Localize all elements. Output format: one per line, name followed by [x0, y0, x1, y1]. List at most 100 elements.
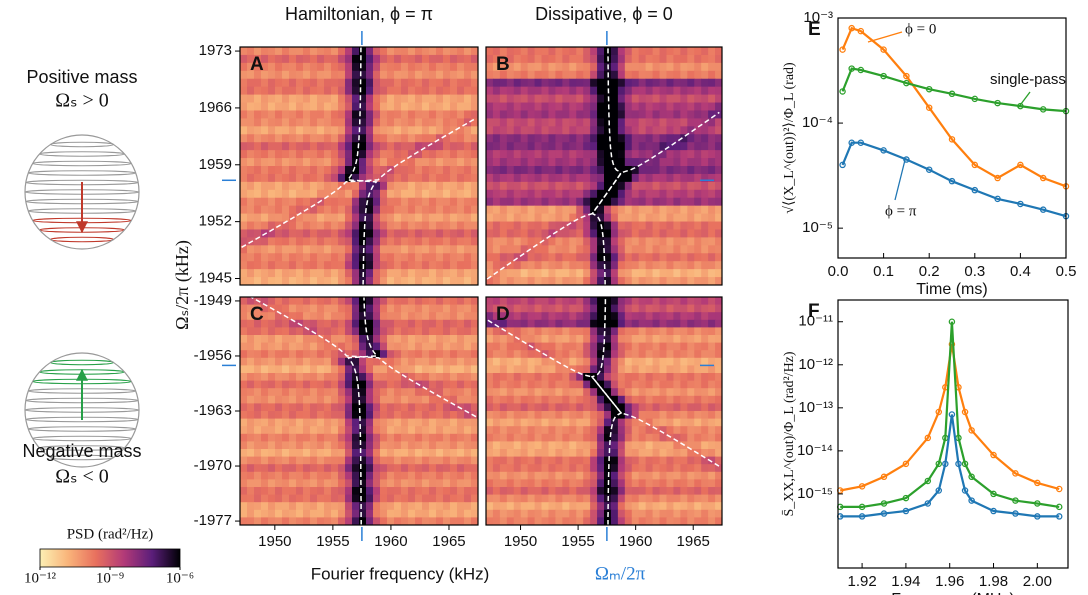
heatmap-cell [618, 95, 625, 103]
heatmap-cell [555, 126, 562, 134]
heatmap-cell [590, 327, 597, 335]
heatmap-cell [646, 502, 653, 510]
heatmap-cell [373, 373, 381, 381]
heatmap-cell [310, 134, 318, 142]
heatmap-cell [555, 335, 562, 343]
heatmap-cell [345, 190, 353, 198]
heatmap-cell [618, 327, 625, 335]
heatmap-cell [514, 343, 521, 351]
heatmap-cell [450, 182, 458, 190]
heatmap-cell [282, 411, 290, 419]
heatmap-cell [471, 126, 479, 134]
heatmap-cell [415, 118, 423, 126]
heatmap-cell [289, 63, 297, 71]
heatmap-cell [338, 502, 346, 510]
heatmap-cell [401, 350, 409, 358]
heatmap-cell [443, 426, 451, 434]
heatmap-cell [535, 103, 542, 111]
heatmap-cell [310, 396, 318, 404]
heatmap-cell [436, 237, 444, 245]
heatmap-cell [303, 63, 311, 71]
panel-label: A [250, 54, 264, 75]
heatmap-cell [261, 166, 269, 174]
heatmap-cell [338, 312, 346, 320]
heatmap-cell [493, 449, 500, 457]
heatmap-cell [296, 472, 304, 480]
heatmap-cell [666, 245, 673, 253]
heatmap-cell [535, 419, 542, 427]
heatmap-cell [310, 79, 318, 87]
heatmap-cell [289, 166, 297, 174]
heatmap-cell [359, 388, 367, 396]
heatmap-cell [331, 320, 339, 328]
heatmap-cell [429, 150, 437, 158]
heatmap-cell [408, 277, 416, 285]
heatmap-cell [583, 441, 590, 449]
heatmap-cell [254, 261, 262, 269]
heatmap-cell [653, 495, 660, 503]
heatmap-cell [528, 403, 535, 411]
heatmap-cell [653, 79, 660, 87]
heatmap-cell [590, 320, 597, 328]
heatmap-cell [268, 182, 276, 190]
heatmap-cell [715, 47, 722, 55]
heatmap-cell [289, 261, 297, 269]
heatmap-cell [632, 245, 639, 253]
heatmap-cell [436, 343, 444, 351]
heatmap-cell [500, 403, 507, 411]
heatmap-cell [436, 166, 444, 174]
heatmap-cell [542, 434, 549, 442]
heatmap-cell [618, 261, 625, 269]
heatmap-cell [310, 373, 318, 381]
heatmap-cell [408, 312, 416, 320]
heatmap-cell [338, 327, 346, 335]
heatmap-cell [708, 381, 715, 389]
heatmap-cell [715, 388, 722, 396]
heatmap-cell [289, 55, 297, 63]
heatmap-cell [268, 110, 276, 118]
heatmap-cell [338, 464, 346, 472]
heatmap-cell [687, 174, 694, 182]
heatmap-cell [708, 237, 715, 245]
heatmap-cell [429, 403, 437, 411]
heatmap-cell [394, 261, 402, 269]
heatmap-cell [694, 55, 701, 63]
heatmap-cell [387, 434, 395, 442]
heatmap-cell [542, 487, 549, 495]
heatmap-cell [331, 63, 339, 71]
heatmap-cell [639, 198, 646, 206]
heatmap-cell [597, 182, 604, 190]
heatmap-cell [345, 487, 353, 495]
heatmap-cell [373, 253, 381, 261]
heatmap-cell [422, 95, 430, 103]
heatmap-cell [457, 449, 465, 457]
heatmap-cell [338, 479, 346, 487]
heatmap-cell [653, 396, 660, 404]
heatmap-cell [604, 214, 611, 222]
heatmap-cell [576, 47, 583, 55]
heatmap-cell [268, 479, 276, 487]
heatmap-cell [542, 142, 549, 150]
heatmap-cell [528, 517, 535, 525]
heatmap-cell [666, 269, 673, 277]
heatmap-cell [275, 426, 283, 434]
heatmap-cell [694, 71, 701, 79]
heatmap-cell [632, 229, 639, 237]
heatmap-cell [542, 343, 549, 351]
heatmap-cell [254, 198, 262, 206]
heatmap-cell [528, 358, 535, 366]
heatmap-cell [611, 381, 618, 389]
heatmap-cell [597, 297, 604, 305]
heatmap-cell [394, 237, 402, 245]
heatmap-cell [562, 206, 569, 214]
heatmap-cell [464, 103, 472, 111]
heatmap-cell [240, 206, 248, 214]
heatmap-cell [408, 110, 416, 118]
heatmap-cell [296, 261, 304, 269]
heatmap-cell [528, 261, 535, 269]
heatmap-cell [694, 198, 701, 206]
heatmap-cell [457, 229, 465, 237]
heatmap-cell [687, 206, 694, 214]
heatmap-cell [514, 87, 521, 95]
heatmap-cell [604, 198, 611, 206]
